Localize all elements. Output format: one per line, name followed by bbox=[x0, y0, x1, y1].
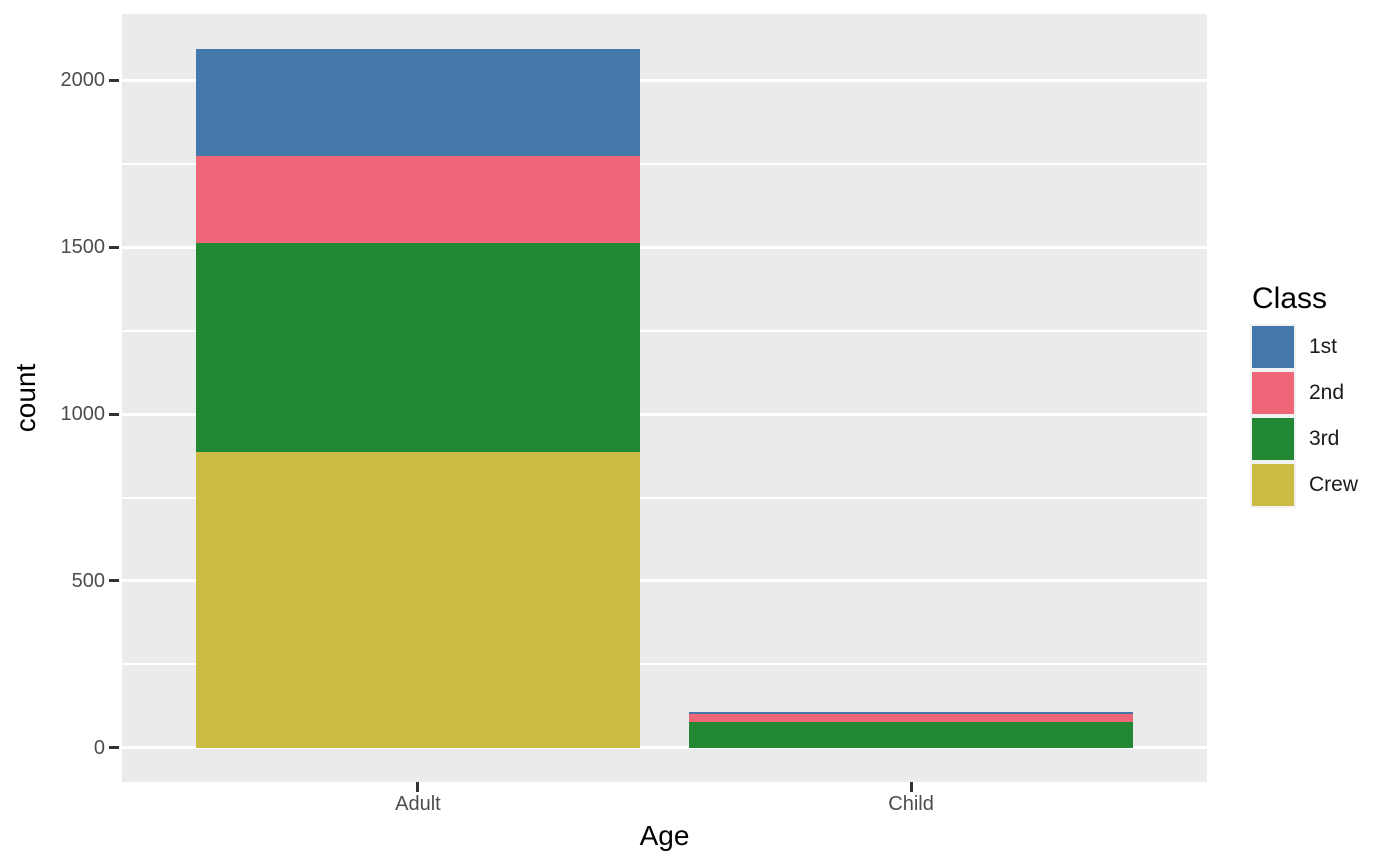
legend-swatch-1st bbox=[1252, 326, 1294, 368]
gridline-major bbox=[122, 78, 1207, 82]
bar-segment-child-2nd bbox=[689, 713, 1134, 722]
y-tick-label: 0 bbox=[93, 736, 105, 759]
gridline-major bbox=[122, 579, 1207, 583]
bar-segment-adult-2nd bbox=[195, 155, 640, 244]
gridline-minor bbox=[122, 496, 1207, 499]
bar-segment-child-1st bbox=[689, 711, 1134, 714]
legend: Class 1st 2nd 3rd Crew bbox=[1252, 280, 1358, 510]
gridline-major bbox=[122, 412, 1207, 416]
legend-swatch-crew bbox=[1252, 464, 1294, 506]
gridline-major bbox=[122, 245, 1207, 249]
y-tick-label: 1500 bbox=[60, 236, 106, 259]
legend-item-3rd: 3rd bbox=[1252, 418, 1358, 460]
x-tick-mark bbox=[416, 782, 420, 792]
x-tick-label: Child bbox=[888, 793, 934, 815]
bar-segment-adult-crew bbox=[195, 452, 640, 748]
legend-item-1st: 1st bbox=[1252, 326, 1358, 368]
x-axis-title: Age bbox=[639, 820, 690, 851]
legend-item-crew: Crew bbox=[1252, 464, 1358, 506]
gridline-minor bbox=[122, 663, 1207, 666]
legend-label-crew: Crew bbox=[1309, 473, 1359, 496]
y-tick-mark bbox=[109, 746, 119, 750]
gridline-minor bbox=[122, 162, 1207, 165]
legend-items: 1st 2nd 3rd Crew bbox=[1252, 326, 1358, 506]
y-tick-label: 2000 bbox=[60, 69, 106, 92]
y-tick-mark bbox=[109, 579, 119, 583]
legend-item-2nd: 2nd bbox=[1252, 372, 1358, 414]
legend-swatch-3rd bbox=[1252, 418, 1294, 460]
legend-swatch-2nd bbox=[1252, 372, 1294, 414]
legend-label-2nd: 2nd bbox=[1309, 381, 1345, 404]
x-tick-mark bbox=[909, 782, 913, 792]
gridline-minor bbox=[122, 329, 1207, 332]
y-tick-mark bbox=[109, 245, 119, 249]
x-tick-label: Adult bbox=[395, 793, 441, 815]
legend-label-3rd: 3rd bbox=[1309, 427, 1340, 450]
legend-label-1st: 1st bbox=[1309, 335, 1338, 358]
gridline-major bbox=[122, 746, 1207, 750]
y-tick-label: 500 bbox=[71, 569, 105, 592]
y-tick-label: 1000 bbox=[60, 403, 106, 426]
y-tick-mark bbox=[109, 78, 119, 82]
y-tick-mark bbox=[109, 412, 119, 416]
legend-title: Class bbox=[1252, 282, 1328, 315]
bar-segment-child-3rd bbox=[689, 721, 1134, 748]
bar-segment-adult-1st bbox=[195, 49, 640, 156]
plot-panel bbox=[122, 14, 1207, 782]
bar-segment-adult-3rd bbox=[195, 243, 640, 453]
